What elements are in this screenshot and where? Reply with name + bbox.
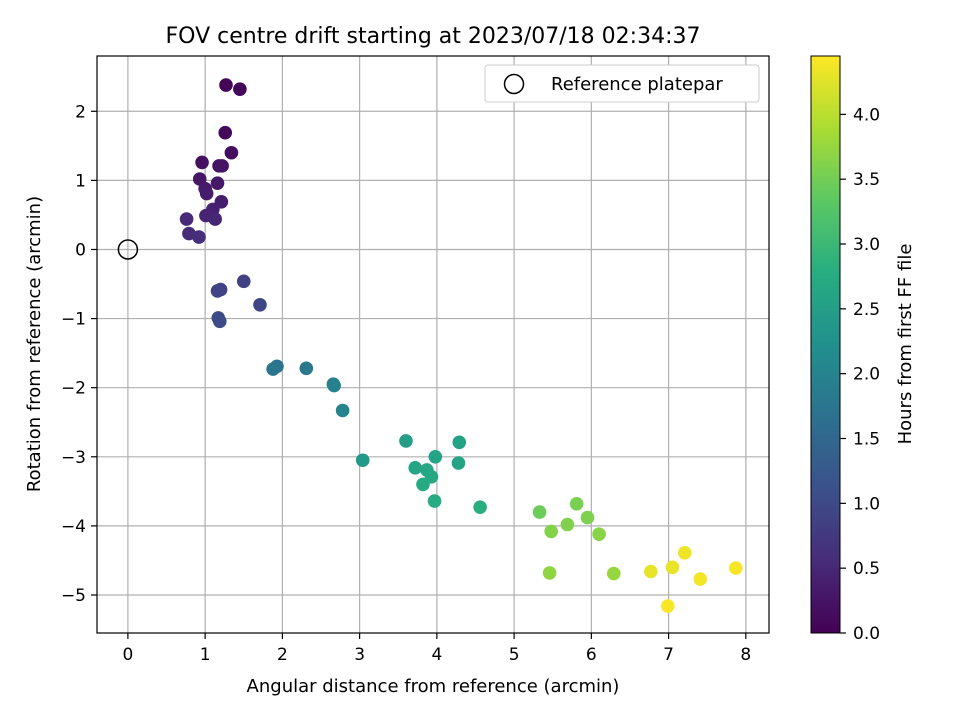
- reference-platepar-marker: [117, 239, 139, 260]
- data-points: [179, 78, 743, 613]
- y-tick-label: −5: [61, 586, 86, 606]
- data-point: [253, 297, 267, 312]
- x-tick-label: 3: [354, 645, 365, 665]
- data-point: [199, 186, 214, 201]
- data-point: [451, 456, 466, 470]
- data-point: [408, 461, 423, 475]
- data-point: [416, 477, 430, 492]
- x-tick-label: 0: [122, 645, 133, 665]
- colorbar-tick-label: 2.0: [853, 365, 880, 385]
- data-point: [218, 125, 233, 140]
- data-point: [299, 361, 314, 376]
- data-point: [236, 274, 251, 289]
- colorbar-gradient: [810, 55, 841, 634]
- data-point: [644, 564, 658, 579]
- data-point: [215, 159, 229, 173]
- data-point: [665, 560, 680, 575]
- data-point: [335, 403, 350, 418]
- data-point: [606, 566, 621, 581]
- y-axis-label: Rotation from reference (arcmin): [24, 196, 45, 492]
- data-point: [210, 176, 225, 190]
- data-point: [693, 572, 708, 586]
- data-point: [219, 78, 233, 92]
- x-tick-label: 5: [509, 645, 520, 665]
- x-tick-label: 4: [431, 645, 442, 665]
- colorbar-tick-label: 0.5: [853, 559, 880, 579]
- data-point: [473, 500, 487, 515]
- data-point: [428, 449, 443, 464]
- y-tick-label: −4: [61, 517, 86, 537]
- data-point: [569, 496, 584, 511]
- x-tick-label: 7: [663, 645, 674, 665]
- colorbar-ticks: 0.0 0.5 1.0 1.5 2.0 2.5 3.0 3.5 4.0: [840, 105, 880, 644]
- data-point: [580, 510, 595, 525]
- y-axis: −5 −4 −3 −2 −1 0 1 2: [61, 102, 97, 606]
- y-tick-label: −2: [61, 379, 86, 399]
- colorbar-tick-label: 2.5: [853, 300, 880, 320]
- data-point: [728, 561, 743, 575]
- data-point: [213, 314, 227, 329]
- data-point: [544, 524, 558, 539]
- y-tick-label: 1: [75, 171, 86, 191]
- data-point: [560, 517, 575, 532]
- colorbar-label: Hours from first FF file: [895, 244, 916, 445]
- legend-marker: [503, 73, 525, 95]
- data-point: [179, 212, 194, 226]
- y-tick-label: 0: [75, 240, 86, 260]
- grid: [97, 56, 769, 633]
- colorbar-tick-label: 3.0: [853, 235, 880, 255]
- legend-box: [484, 64, 760, 103]
- colorbar-tick-label: 1.5: [853, 430, 880, 450]
- data-point: [195, 155, 209, 170]
- x-axis-label: Angular distance from reference (arcmin): [247, 676, 620, 697]
- legend-label: Reference platepar: [551, 74, 723, 95]
- data-point: [208, 212, 222, 226]
- data-point: [532, 505, 547, 519]
- data-point: [224, 145, 239, 160]
- x-axis: 0 1 2 3 4 5 6 7 8: [122, 633, 751, 665]
- x-tick-label: 8: [740, 645, 751, 665]
- y-tick-label: 2: [75, 102, 86, 122]
- data-point: [355, 453, 370, 468]
- data-point: [592, 527, 606, 541]
- data-point: [399, 434, 413, 448]
- data-point: [427, 494, 442, 508]
- data-point: [266, 362, 280, 376]
- data-point: [210, 284, 225, 298]
- x-tick-label: 2: [277, 645, 288, 665]
- data-point: [327, 378, 341, 393]
- data-point: [661, 599, 675, 613]
- colorbar: 0.0 0.5 1.0 1.5 2.0 2.5 3.0 3.5 4.0 Hours from f…: [810, 55, 916, 644]
- legend: Reference platepar: [484, 64, 760, 103]
- colorbar-tick-label: 0.0: [853, 624, 880, 644]
- data-point: [542, 566, 557, 580]
- chart-title: FOV centre drift starting at 2023/07/18 …: [166, 24, 701, 49]
- reference-marker-group: [117, 239, 139, 260]
- y-tick-label: −1: [61, 310, 86, 330]
- colorbar-tick-label: 1.0: [853, 494, 880, 514]
- data-point: [678, 546, 692, 560]
- x-tick-label: 6: [586, 645, 597, 665]
- data-point: [233, 82, 247, 96]
- colorbar-tick-label: 3.5: [853, 170, 880, 190]
- colorbar-tick-label: 4.0: [853, 105, 880, 125]
- data-point: [192, 230, 206, 244]
- data-point: [452, 435, 467, 450]
- x-tick-label: 1: [200, 645, 211, 665]
- plot-frame: [96, 55, 770, 634]
- y-tick-label: −3: [61, 448, 86, 468]
